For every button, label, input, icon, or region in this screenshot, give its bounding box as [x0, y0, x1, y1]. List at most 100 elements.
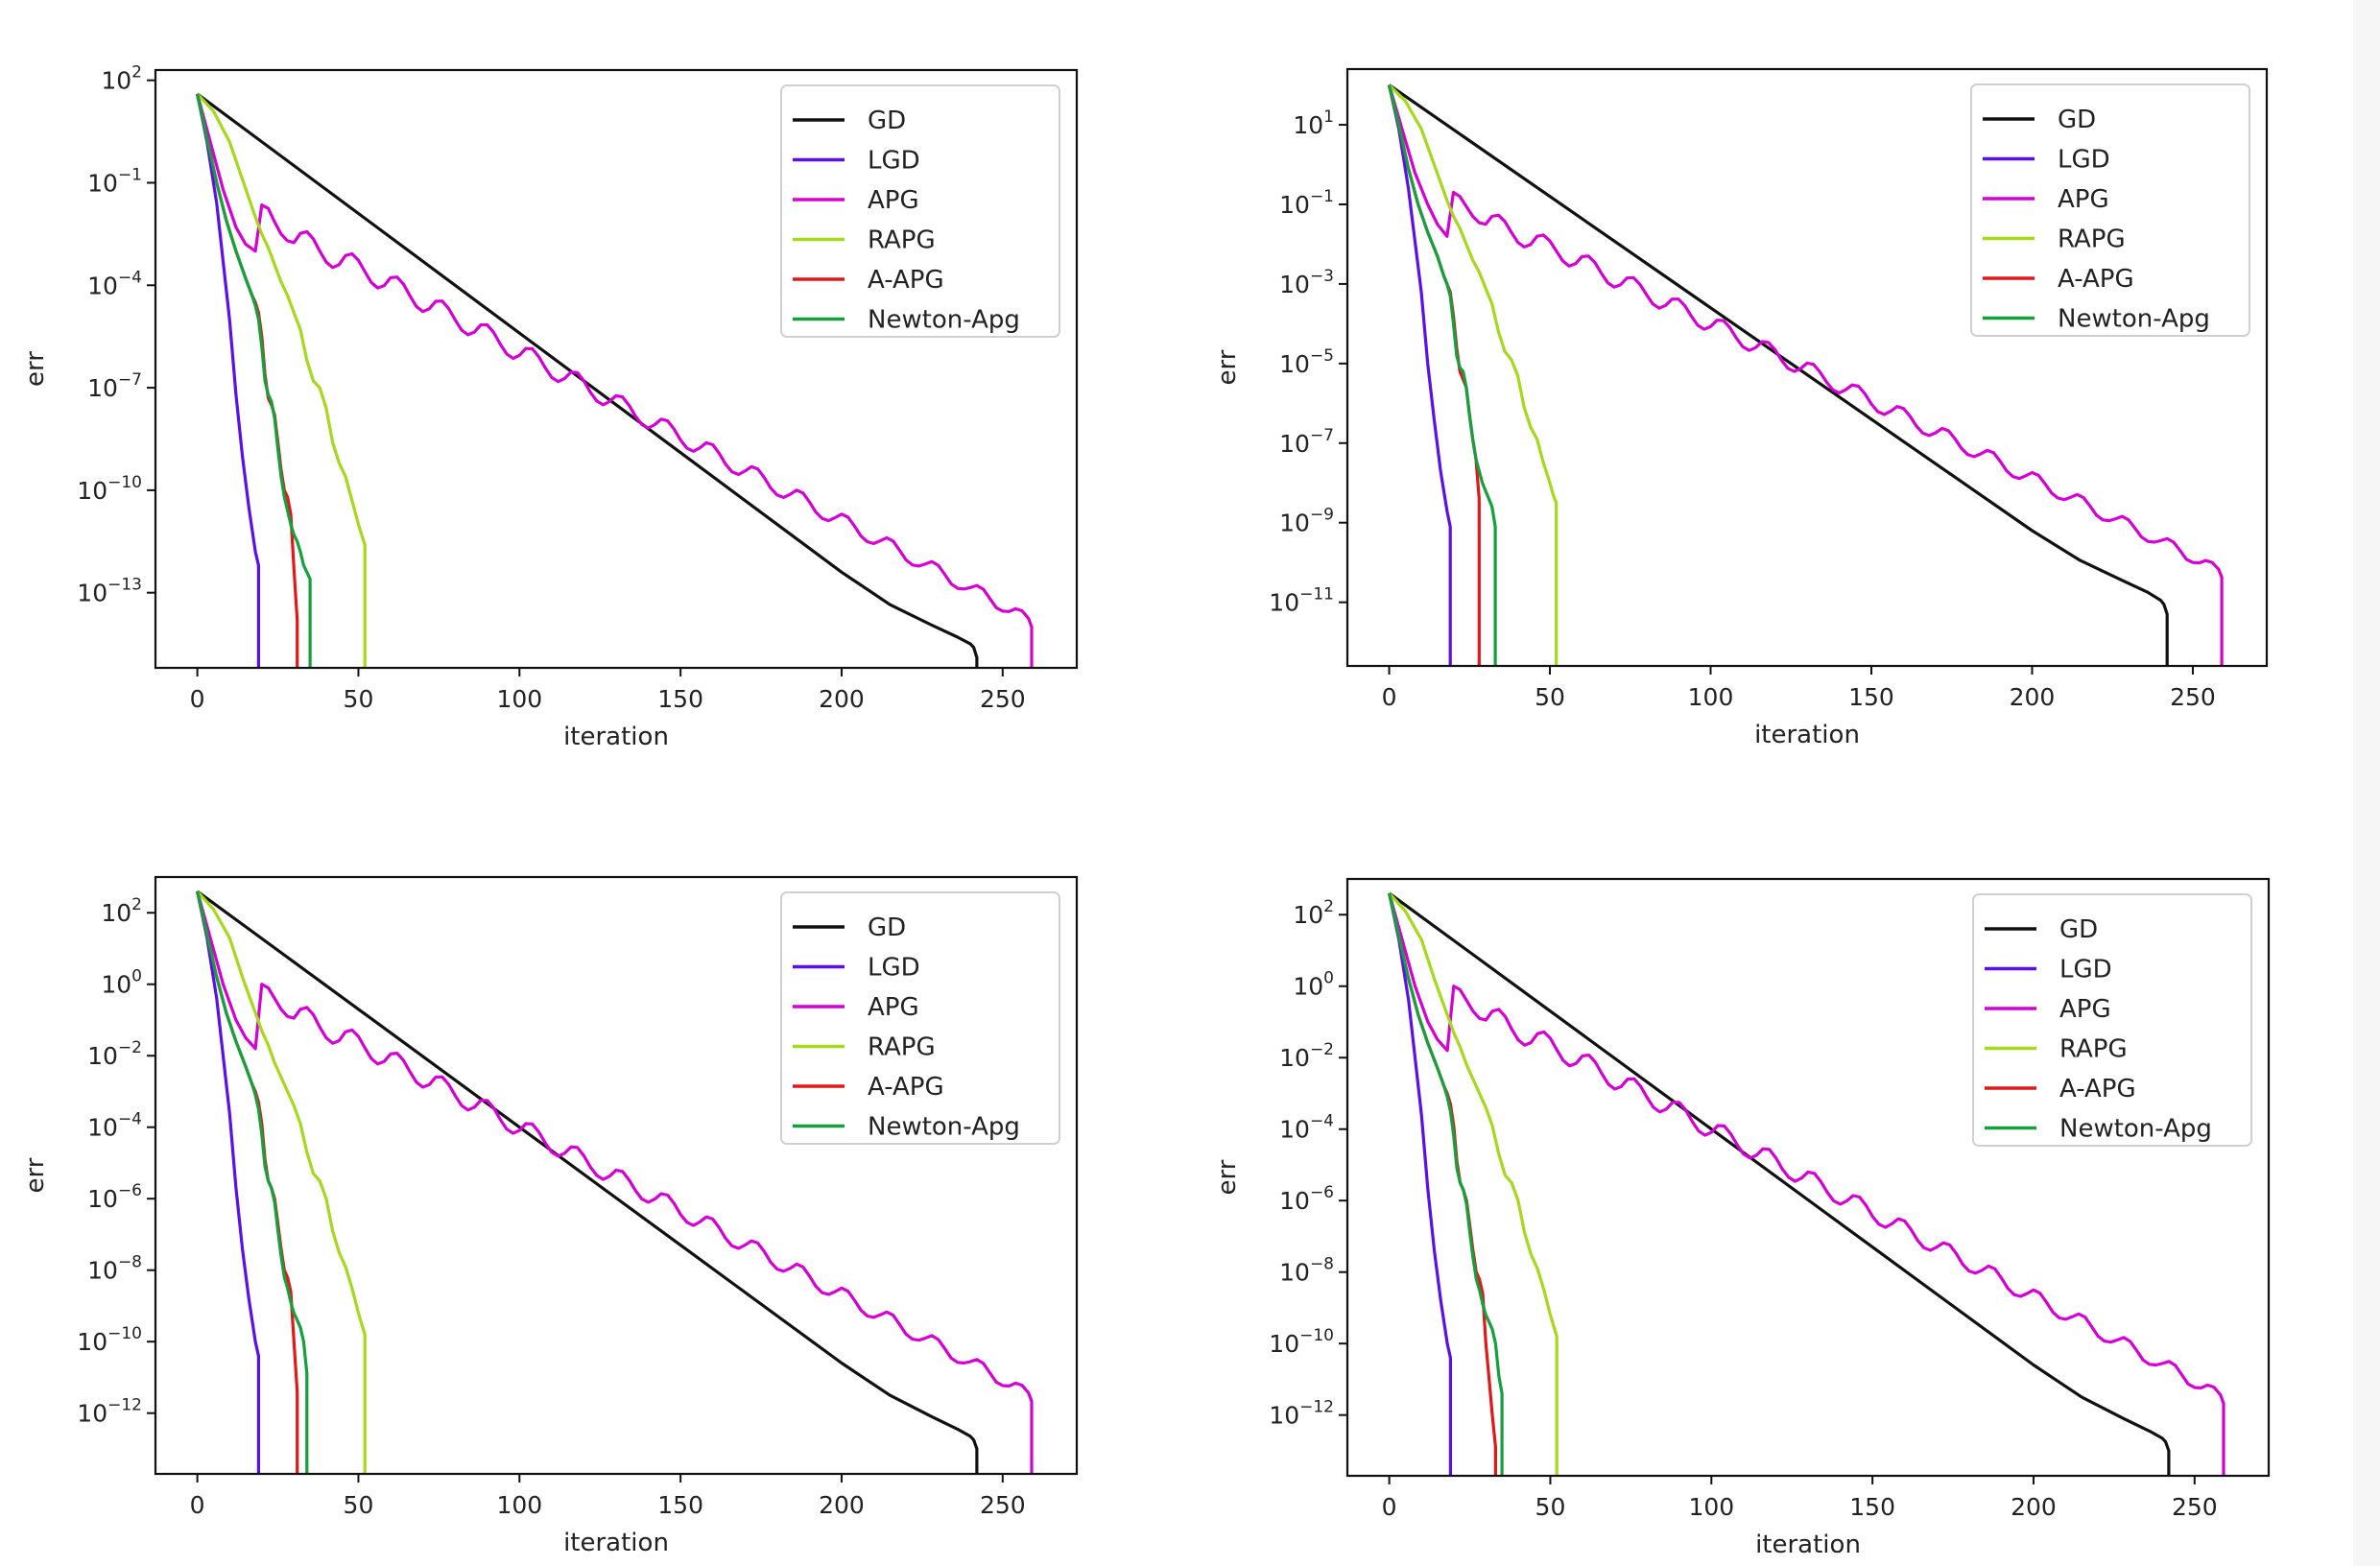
chart-2: 0 50 100 150 200 250 101 10−1 10−3 10−5 10−7 10−9 10… — [1213, 67, 2269, 749]
series-line-newton-apg — [1387, 84, 1497, 666]
legend-label-rapg: RAPG — [868, 226, 936, 255]
x-axis-label: iteration — [1755, 1530, 1861, 1559]
x-tick-label: 50 — [1535, 1493, 1566, 1521]
series-line-rapg — [196, 890, 367, 1474]
y-tick-label: 10−4 — [87, 268, 142, 299]
y-tick-label: 10−1 — [87, 165, 142, 197]
series-group — [196, 890, 1034, 1474]
y-axis-label: err — [21, 1157, 50, 1193]
x-tick-label: 0 — [190, 1491, 205, 1519]
series-group — [196, 92, 1034, 668]
y-axis-label: err — [1213, 1159, 1242, 1195]
right-edge-strip — [2353, 0, 2380, 1566]
axes-frame — [1345, 877, 2271, 1478]
x-axis-label: iteration — [563, 723, 669, 751]
x-tick-label: 250 — [2172, 1493, 2218, 1521]
y-tick-label: 102 — [1293, 897, 1334, 929]
series-line-apg — [196, 93, 1034, 668]
y-tick-label: 10−4 — [87, 1110, 142, 1142]
y-tick-label: 102 — [101, 895, 142, 927]
x-tick-label: 100 — [1688, 683, 1734, 711]
series-line-rapg — [1388, 891, 1559, 1476]
y-tick-label: 10−4 — [1279, 1112, 1334, 1144]
legend-label-rapg: RAPG — [2059, 1035, 2128, 1064]
legend-label-gd: GD — [868, 914, 906, 942]
series-line-lgd — [1388, 892, 1453, 1476]
series-line-lgd — [196, 890, 260, 1474]
legend-label-lgd: LGD — [2058, 146, 2110, 175]
x-tick-label: 200 — [819, 685, 865, 713]
legend-label-apg: APG — [2059, 995, 2111, 1024]
axes-frame — [154, 68, 1079, 670]
legend-frame — [780, 84, 1060, 338]
series-line-newton-apg — [1388, 892, 1504, 1476]
legend: GD LGD APG RAPG A-APG Newton-Apg — [1972, 893, 2252, 1147]
series-line-gd — [1388, 83, 2169, 666]
y-tick-label: 10−12 — [77, 1396, 142, 1428]
x-tick-label: 250 — [980, 1491, 1026, 1519]
x-tick-label: 100 — [1688, 1493, 1734, 1521]
legend-label-rapg: RAPG — [868, 1033, 936, 1062]
series-line-rapg — [1388, 83, 1559, 666]
x-tick-label: 50 — [344, 1491, 374, 1519]
legend-frame — [1970, 83, 2250, 337]
x-tick-label: 250 — [980, 685, 1026, 713]
series-line-apg — [196, 890, 1034, 1474]
x-axis-label: iteration — [1754, 721, 1860, 749]
x-tick-label: 100 — [496, 685, 542, 713]
y-tick-label: 10−11 — [1269, 585, 1334, 617]
series-line-gd — [196, 92, 979, 668]
x-tick-label: 0 — [190, 685, 205, 713]
x-tick-label: 200 — [819, 1491, 865, 1519]
legend-label-a-apg: A-APG — [868, 1073, 944, 1102]
y-tick-label: 100 — [1293, 969, 1334, 1001]
x-tick-label: 200 — [2010, 683, 2056, 711]
series-line-rapg — [196, 92, 367, 668]
x-tick-label: 0 — [1382, 1493, 1397, 1521]
x-tick-label: 0 — [1382, 683, 1397, 711]
legend-frame — [1972, 893, 2252, 1147]
x-tick-label: 50 — [344, 685, 374, 713]
legend-frame — [780, 891, 1060, 1145]
x-tick-label: 200 — [2011, 1493, 2057, 1521]
legend: GD LGD APG RAPG A-APG Newton-Apg — [1970, 83, 2250, 337]
series-line-apg — [1387, 84, 2224, 666]
x-tick-label: 250 — [2170, 683, 2216, 711]
series-line-apg — [1388, 892, 2225, 1476]
legend-label-newton-apg: Newton-Apg — [2059, 1115, 2212, 1144]
chart-1: 0 50 100 150 200 250 102 10−1 10−4 10−7 10−10 10−13… — [21, 63, 1079, 751]
y-tick-label: 10−8 — [87, 1253, 142, 1285]
y-tick-label: 10−10 — [77, 473, 142, 505]
legend-label-newton-apg: Newton-Apg — [868, 306, 1020, 335]
y-tick-label: 10−13 — [77, 576, 142, 607]
series-group — [1387, 83, 2224, 666]
y-tick-label: 10−3 — [1279, 267, 1334, 298]
legend-label-newton-apg: Newton-Apg — [2058, 305, 2210, 334]
series-line-a-apg — [1387, 84, 1481, 666]
y-tick-label: 10−6 — [87, 1181, 142, 1213]
x-tick-label: 150 — [657, 685, 703, 713]
legend-label-lgd: LGD — [868, 147, 920, 176]
chart-4: 0 50 100 150 200 250 102 100 10−2 10−4 10−6 10−8 10−… — [1213, 877, 2271, 1559]
y-axis-label: err — [21, 351, 50, 387]
axes-frame — [1345, 67, 2269, 668]
legend-label-newton-apg: Newton-Apg — [868, 1113, 1020, 1142]
series-group — [1388, 891, 2225, 1476]
x-tick-label: 150 — [657, 1491, 703, 1519]
y-tick-label: 10−10 — [1269, 1326, 1334, 1358]
y-tick-label: 100 — [101, 967, 142, 999]
legend-label-lgd: LGD — [868, 954, 920, 983]
series-line-lgd — [1387, 84, 1452, 666]
y-tick-label: 10−6 — [1279, 1183, 1334, 1215]
legend-label-gd: GD — [2059, 915, 2098, 944]
series-line-newton-apg — [196, 93, 312, 668]
x-tick-label: 100 — [496, 1491, 542, 1519]
legend: GD LGD APG RAPG A-APG Newton-Apg — [780, 84, 1060, 338]
legend-label-apg: APG — [868, 993, 919, 1022]
legend-label-a-apg: A-APG — [2058, 265, 2134, 294]
y-tick-label: 10−12 — [1269, 1398, 1334, 1430]
y-tick-label: 10−7 — [1279, 426, 1334, 458]
y-tick-label: 10−1 — [1279, 187, 1334, 219]
legend-label-a-apg: A-APG — [2059, 1075, 2136, 1103]
